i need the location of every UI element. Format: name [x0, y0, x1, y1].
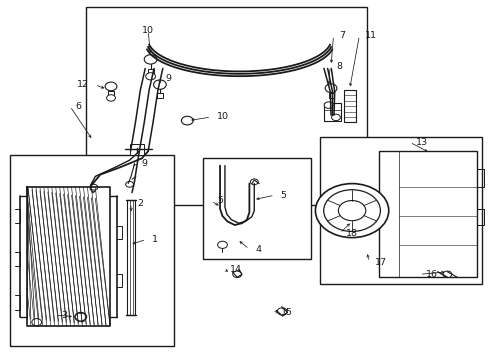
- Circle shape: [325, 84, 336, 93]
- Circle shape: [90, 184, 98, 190]
- Text: 5: 5: [280, 191, 286, 199]
- Bar: [320, 137, 481, 284]
- Circle shape: [338, 201, 365, 221]
- Circle shape: [323, 190, 380, 231]
- Circle shape: [442, 271, 451, 278]
- Text: 7: 7: [339, 31, 345, 40]
- Circle shape: [32, 319, 41, 326]
- Bar: [127, 200, 135, 315]
- Circle shape: [106, 95, 115, 101]
- Text: 17: 17: [374, 258, 386, 266]
- Text: 4: 4: [255, 245, 261, 253]
- Circle shape: [217, 241, 227, 248]
- Bar: [129, 144, 144, 155]
- Text: 9: 9: [141, 159, 147, 168]
- Bar: [328, 93, 333, 98]
- Text: 13: 13: [415, 138, 427, 147]
- Circle shape: [315, 184, 388, 238]
- Text: 14: 14: [229, 265, 242, 274]
- Bar: [157, 93, 163, 98]
- Text: 10: 10: [142, 26, 154, 35]
- Bar: [10, 155, 173, 346]
- Bar: [85, 7, 366, 205]
- Text: 5: 5: [217, 197, 223, 205]
- Text: 10: 10: [217, 112, 229, 121]
- Circle shape: [181, 116, 193, 125]
- Text: 11: 11: [365, 31, 377, 40]
- Circle shape: [105, 82, 117, 91]
- Circle shape: [277, 308, 286, 315]
- Circle shape: [232, 271, 241, 278]
- Text: 12: 12: [77, 80, 89, 89]
- Text: 3: 3: [61, 310, 67, 320]
- Text: 9: 9: [165, 74, 171, 83]
- Text: 1: 1: [152, 235, 158, 244]
- Bar: [323, 103, 340, 121]
- Text: 8: 8: [335, 62, 341, 71]
- Bar: [203, 158, 310, 259]
- Circle shape: [250, 179, 258, 185]
- Text: 16: 16: [425, 270, 437, 279]
- Bar: [108, 91, 114, 96]
- Circle shape: [324, 102, 332, 108]
- Circle shape: [153, 80, 166, 89]
- Bar: [378, 151, 476, 277]
- Circle shape: [125, 181, 133, 187]
- Circle shape: [75, 312, 86, 321]
- Text: 2: 2: [137, 199, 142, 208]
- Text: 6: 6: [76, 102, 81, 111]
- Circle shape: [331, 114, 340, 121]
- Bar: [147, 69, 153, 75]
- Bar: [343, 90, 355, 122]
- Text: 15: 15: [280, 308, 292, 317]
- Circle shape: [144, 55, 157, 64]
- Circle shape: [145, 73, 155, 80]
- Text: 18: 18: [345, 229, 357, 238]
